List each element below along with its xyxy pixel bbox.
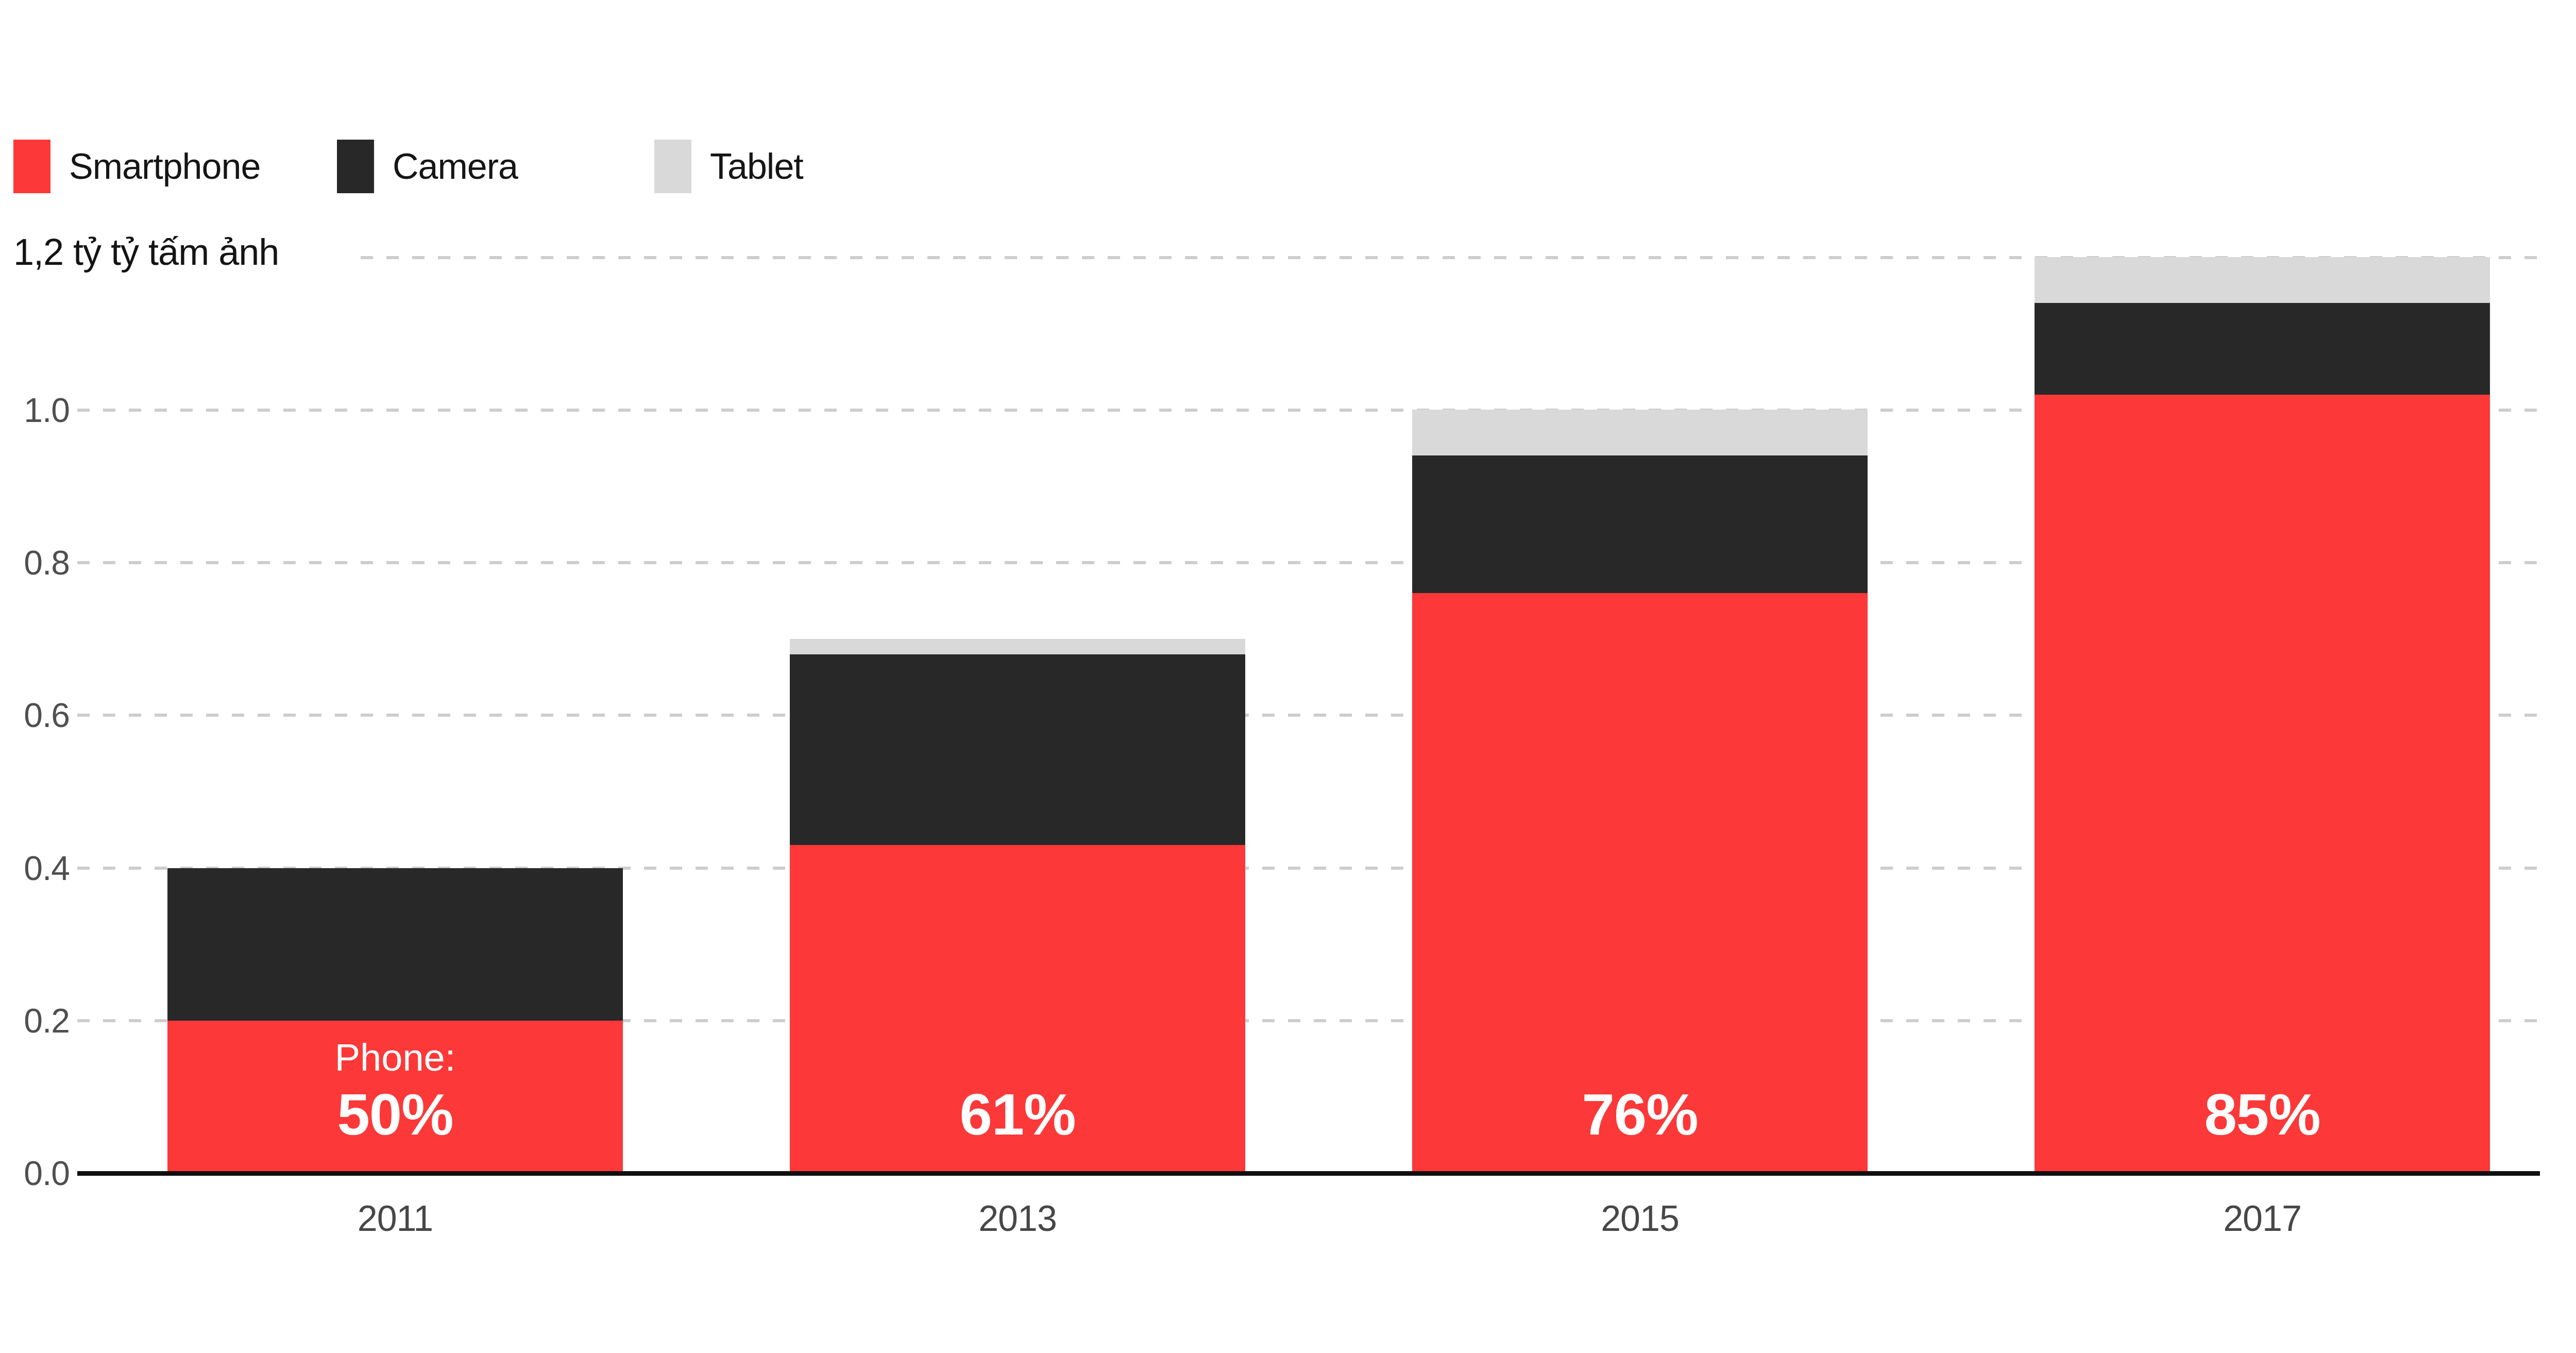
y-tick-label: 0.0 xyxy=(0,1155,70,1192)
bar-value-label: 85% xyxy=(2035,1081,2490,1147)
chart-title: 1,2 tỷ tỷ tấm ảnh xyxy=(13,230,279,274)
bar-2015: 76% xyxy=(1412,410,1868,1173)
legend-item-tablet: Tablet xyxy=(654,138,803,195)
legend-label: Camera xyxy=(393,146,518,187)
bar-segment-2017-tablet xyxy=(2035,257,2490,303)
smartphone-swatch-icon xyxy=(13,140,50,193)
bar-segment-2015-tablet xyxy=(1412,410,1868,455)
bar-label-percent: 85% xyxy=(2035,1081,2490,1147)
legend-item-camera: Camera xyxy=(337,138,518,195)
bar-label-prefix: Phone: xyxy=(167,1034,623,1081)
bar-value-label: Phone:50% xyxy=(167,1034,623,1147)
bar-value-label: 61% xyxy=(790,1081,1245,1147)
legend-item-smartphone: Smartphone xyxy=(13,138,260,195)
bar-label-percent: 61% xyxy=(790,1081,1245,1147)
y-tick-label: 1.0 xyxy=(0,392,70,429)
x-tick-label-2015: 2015 xyxy=(1412,1198,1868,1239)
camera-swatch-icon xyxy=(337,140,374,193)
legend-label: Tablet xyxy=(710,146,803,187)
y-tick-label: 0.6 xyxy=(0,697,70,734)
legend-label: Smartphone xyxy=(69,146,260,187)
bar-value-label: 76% xyxy=(1412,1081,1868,1147)
bar-segment-2013-camera xyxy=(790,654,1245,845)
y-tick-label: 0.8 xyxy=(0,544,70,581)
bar-segment-2013-tablet xyxy=(790,639,1245,654)
y-tick-label: 0.2 xyxy=(0,1002,70,1039)
x-tick-label-2011: 2011 xyxy=(167,1198,623,1239)
bar-2013: 61% xyxy=(790,639,1245,1173)
x-tick-label-2017: 2017 xyxy=(2035,1198,2490,1239)
bar-segment-2017-smartphone xyxy=(2035,395,2490,1173)
legend: Smartphone Camera Tablet xyxy=(0,138,2576,195)
bar-label-percent: 76% xyxy=(1412,1081,1868,1147)
bar-segment-2015-camera xyxy=(1412,455,1868,593)
chart-canvas: Smartphone Camera Tablet 1,2 tỷ tỷ tấm ả… xyxy=(0,0,2576,1353)
bar-2017: 85% xyxy=(2035,257,2490,1173)
x-tick-label-2013: 2013 xyxy=(790,1198,1245,1239)
bar-label-percent: 50% xyxy=(167,1081,623,1147)
tablet-swatch-icon xyxy=(654,140,691,193)
bar-2011: Phone:50% xyxy=(167,868,623,1173)
x-axis-line xyxy=(77,1171,2540,1176)
bar-segment-2017-camera xyxy=(2035,303,2490,395)
bar-segment-2011-camera xyxy=(167,868,623,1021)
y-tick-label: 0.4 xyxy=(0,850,70,887)
